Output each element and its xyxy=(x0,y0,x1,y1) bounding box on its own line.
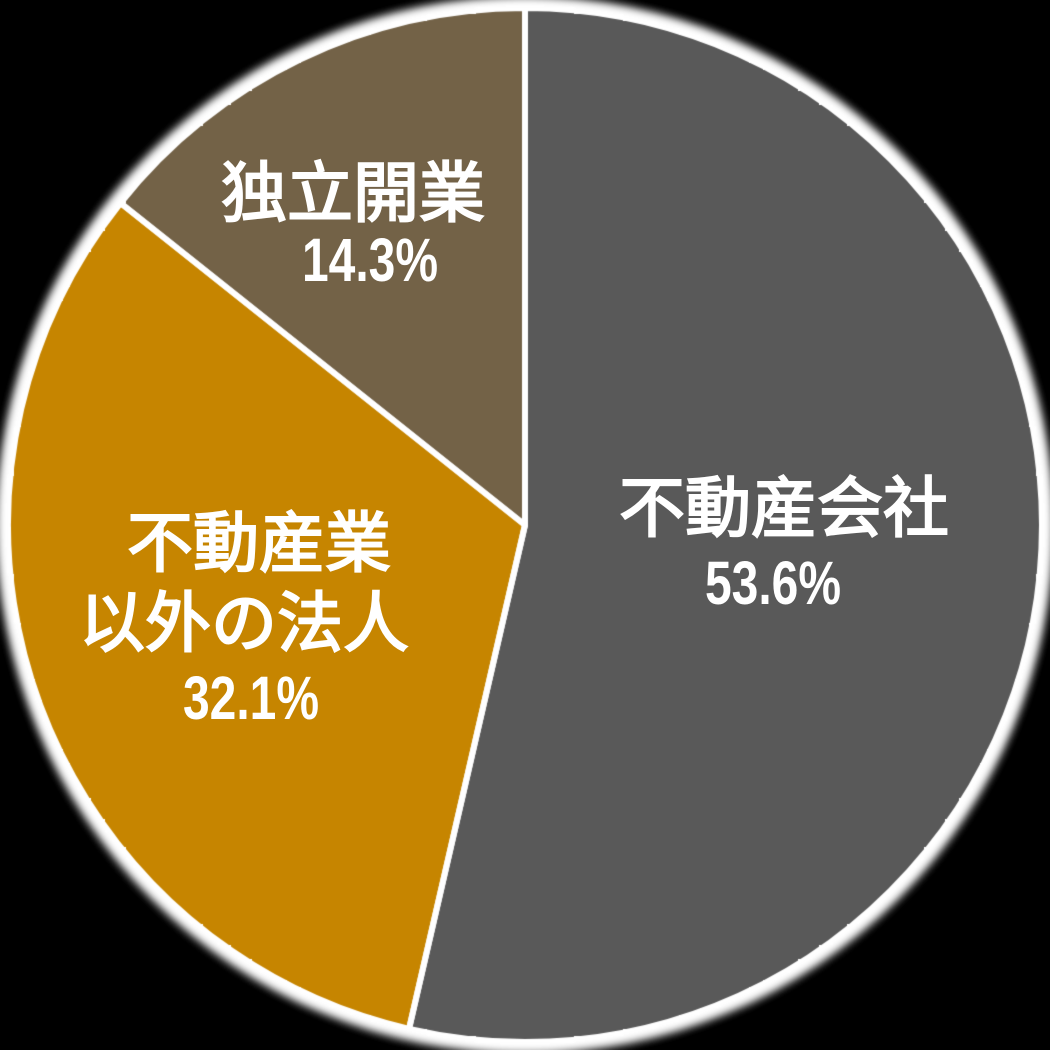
svg-text:14.3%: 14.3% xyxy=(302,225,438,294)
svg-text:不動産会社: 不動産会社 xyxy=(619,471,949,545)
svg-text:53.6%: 53.6% xyxy=(705,548,841,617)
svg-text:以外の法人: 以外の法人 xyxy=(79,586,409,660)
svg-text:不動産業: 不動産業 xyxy=(127,506,391,580)
svg-text:独立開業: 独立開業 xyxy=(221,156,485,230)
svg-text:32.1%: 32.1% xyxy=(183,663,319,732)
